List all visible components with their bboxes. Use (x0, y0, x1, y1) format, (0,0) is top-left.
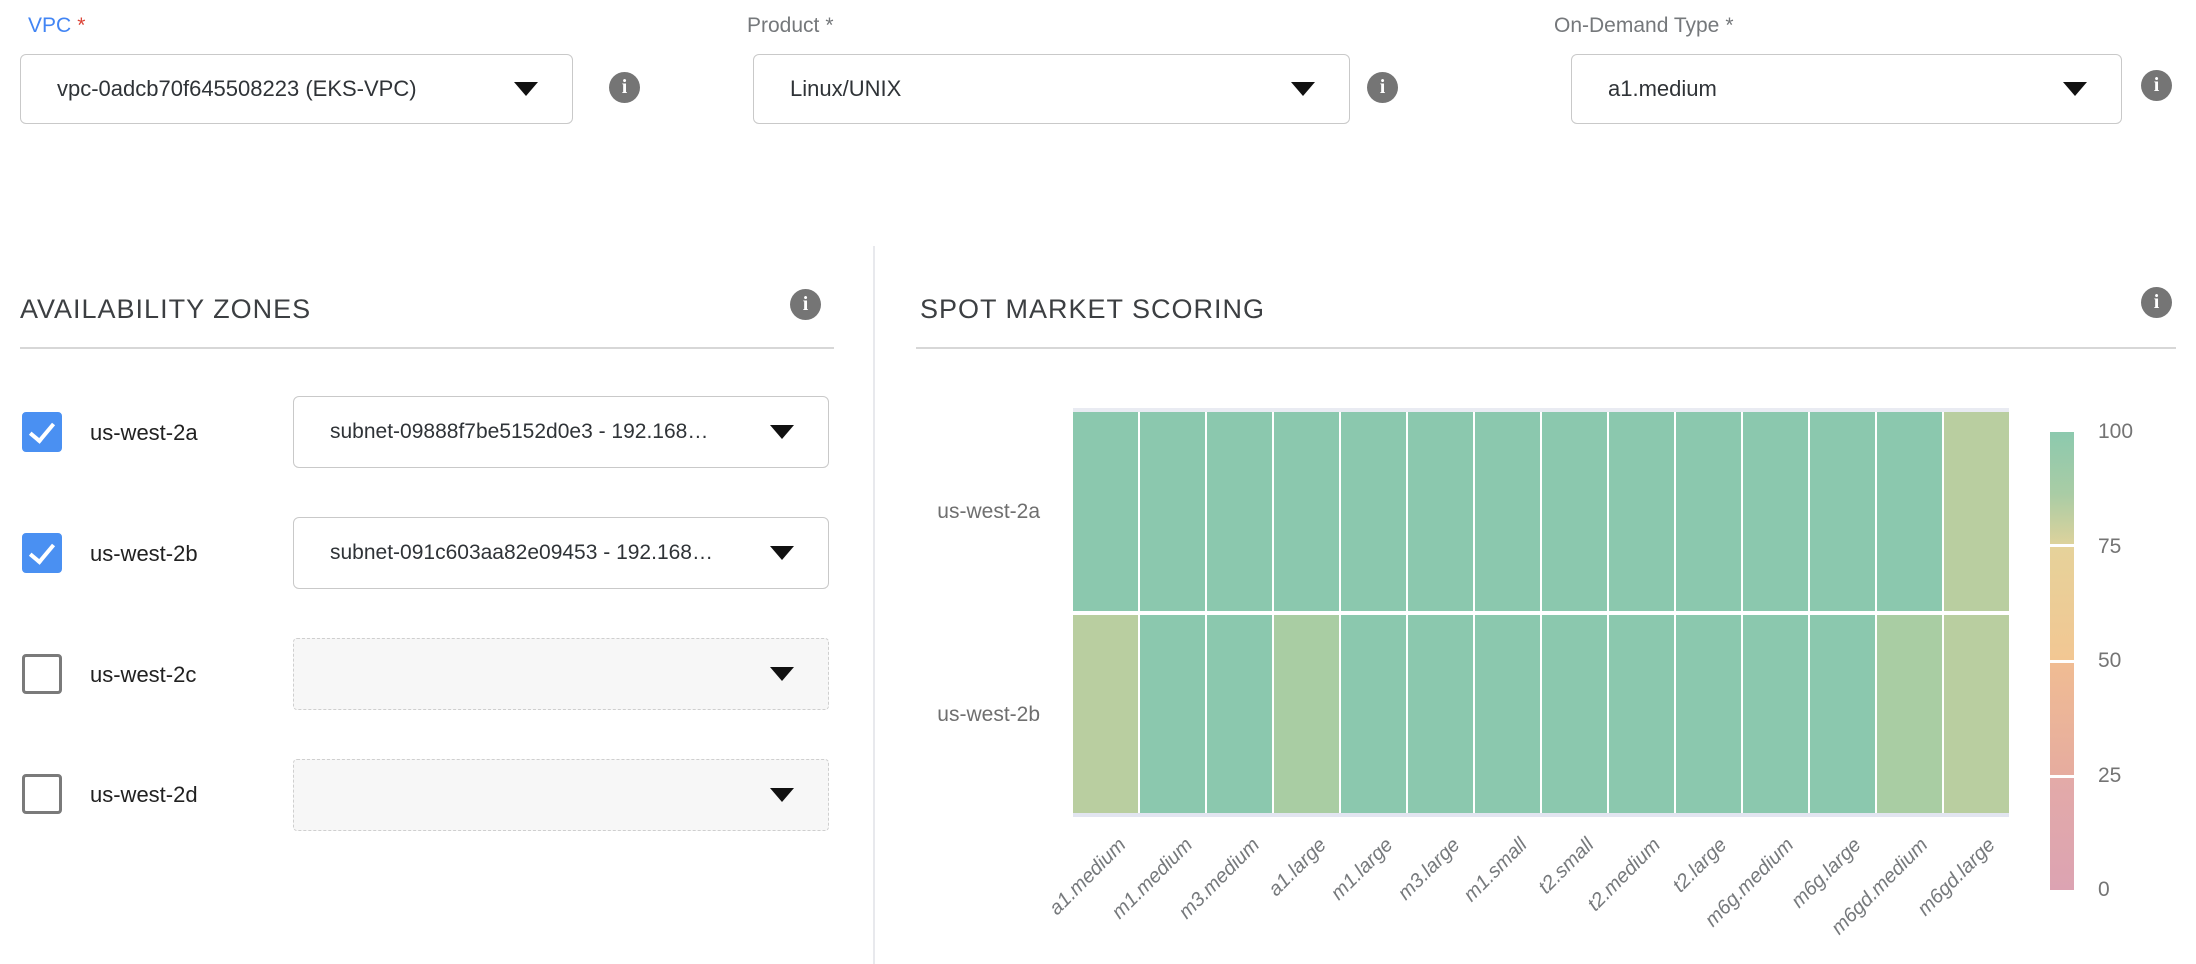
on-demand-type-info-icon[interactable]: i (2141, 70, 2172, 101)
heatmap-x-label-m3.large: m3.large (1394, 834, 1465, 905)
heatmap-cell-us-west-2b-m6gd.medium[interactable] (1877, 615, 1942, 814)
availability-zones-title: AVAILABILITY ZONES (20, 294, 311, 325)
vpc-select-value: vpc-0adcb70f645508223 (EKS-VPC) (21, 76, 514, 102)
colorbar-tick-0: 0 (2098, 878, 2110, 902)
zone-label-us-west-2d: us-west-2d (90, 782, 198, 808)
product-required-mark: * (825, 14, 833, 37)
heatmap-x-label-t2.large: t2.large (1669, 834, 1732, 897)
heatmap-cell-us-west-2b-m3.large[interactable] (1408, 615, 1473, 814)
heatmap-colorbar (2050, 432, 2074, 890)
vpc-label-text: VPC (28, 14, 71, 37)
product-select[interactable]: Linux/UNIX (753, 54, 1350, 124)
colorbar-tick-100: 100 (2098, 420, 2133, 444)
heatmap-cell-us-west-2a-a1.medium[interactable] (1073, 412, 1138, 611)
product-info-icon[interactable]: i (1367, 72, 1398, 103)
subnet-select-us-west-2a[interactable]: subnet-09888f7be5152d0e3 - 192.168… (293, 396, 829, 468)
zone-checkbox-us-west-2c[interactable] (22, 654, 62, 694)
on-demand-type-field-label: On-Demand Type * (1554, 14, 1734, 38)
heatmap-cell-us-west-2b-a1.large[interactable] (1274, 615, 1339, 814)
product-field-label: Product * (747, 14, 834, 38)
zone-checkbox-us-west-2a[interactable] (22, 412, 62, 452)
heatmap-cell-us-west-2a-m1.medium[interactable] (1140, 412, 1205, 611)
colorbar-segment-100-75 (2050, 432, 2074, 544)
availability-zones-info-icon[interactable]: i (790, 289, 821, 320)
heatmap-cell-us-west-2b-m6g.medium[interactable] (1743, 615, 1808, 814)
heatmap-cell-us-west-2b-m1.large[interactable] (1341, 615, 1406, 814)
heatmap-x-label-a1.large: a1.large (1264, 834, 1331, 901)
heatmap-cell-us-west-2a-m3.medium[interactable] (1207, 412, 1272, 611)
vpc-info-icon[interactable]: i (609, 72, 640, 103)
on-demand-type-caret-icon (2063, 82, 2087, 96)
heatmap-cell-us-west-2a-t2.large[interactable] (1676, 412, 1741, 611)
heatmap-cell-us-west-2b-m1.medium[interactable] (1140, 615, 1205, 814)
heatmap-cell-us-west-2b-m3.medium[interactable] (1207, 615, 1272, 814)
subnet-select-us-west-2c[interactable] (293, 638, 829, 710)
subnet-caret-icon-us-west-2d (770, 788, 794, 802)
section-vertical-divider (873, 246, 875, 964)
vpc-caret-icon (514, 82, 538, 96)
heatmap-x-label-t2.small: t2.small (1534, 834, 1599, 899)
product-caret-icon (1291, 82, 1315, 96)
colorbar-tick-75: 75 (2098, 535, 2121, 559)
zone-label-us-west-2b: us-west-2b (90, 541, 198, 567)
heatmap-cell-us-west-2b-t2.medium[interactable] (1609, 615, 1674, 814)
heatmap-row-label-us-west-2a: us-west-2a (850, 500, 1040, 524)
availability-zones-divider (20, 347, 834, 349)
heatmap-cell-us-west-2a-m6gd.large[interactable] (1944, 412, 2009, 611)
on-demand-type-select[interactable]: a1.medium (1571, 54, 2122, 124)
heatmap-cell-us-west-2a-t2.medium[interactable] (1609, 412, 1674, 611)
vpc-required-mark: * (77, 14, 85, 37)
heatmap-cell-us-west-2a-a1.large[interactable] (1274, 412, 1339, 611)
subnet-caret-icon-us-west-2a (770, 425, 794, 439)
heatmap-cell-us-west-2b-m6gd.large[interactable] (1944, 615, 2009, 814)
zone-checkbox-us-west-2b[interactable] (22, 533, 62, 573)
colorbar-segment-25-0 (2050, 778, 2074, 890)
subnet-select-value-us-west-2b: subnet-091c603aa82e09453 - 192.168… (294, 541, 770, 565)
on-demand-type-label-text: On-Demand Type (1554, 14, 1719, 37)
zone-label-us-west-2a: us-west-2a (90, 420, 198, 446)
heatmap-row-label-us-west-2b: us-west-2b (850, 703, 1040, 727)
on-demand-type-select-value: a1.medium (1572, 76, 2063, 102)
heatmap-cell-us-west-2a-m1.large[interactable] (1341, 412, 1406, 611)
heatmap-cell-us-west-2b-t2.small[interactable] (1542, 615, 1607, 814)
heatmap-cell-us-west-2a-m6g.large[interactable] (1810, 412, 1875, 611)
heatmap-cell-us-west-2a-m6gd.medium[interactable] (1877, 412, 1942, 611)
subnet-caret-icon-us-west-2b (770, 546, 794, 560)
vpc-field-label: VPC * (28, 14, 85, 38)
subnet-select-us-west-2d[interactable] (293, 759, 829, 831)
on-demand-type-required-mark: * (1725, 14, 1733, 37)
heatmap-cell-us-west-2b-t2.large[interactable] (1676, 615, 1741, 814)
product-select-value: Linux/UNIX (754, 76, 1291, 102)
heatmap-cell-us-west-2b-a1.medium[interactable] (1073, 615, 1138, 814)
colorbar-tick-25: 25 (2098, 764, 2121, 788)
spot-market-scoring-divider (916, 347, 2176, 349)
colorbar-segment-75-50 (2050, 547, 2074, 659)
heatmap-cell-us-west-2b-m6g.large[interactable] (1810, 615, 1875, 814)
page: { "fields": { "vpc": { "label": "VPC", "… (0, 0, 2196, 964)
heatmap-x-label-m1.small: m1.small (1459, 834, 1532, 907)
heatmap-cell-us-west-2a-t2.small[interactable] (1542, 412, 1607, 611)
spot-market-scoring-info-icon[interactable]: i (2141, 287, 2172, 318)
spot-market-scoring-title: SPOT MARKET SCORING (920, 294, 1265, 325)
colorbar-tick-50: 50 (2098, 649, 2121, 673)
heatmap-cell-us-west-2a-m3.large[interactable] (1408, 412, 1473, 611)
product-label-text: Product (747, 14, 819, 37)
heatmap-x-label-m1.large: m1.large (1327, 834, 1398, 905)
heatmap-cell-us-west-2a-m6g.medium[interactable] (1743, 412, 1808, 611)
subnet-select-us-west-2b[interactable]: subnet-091c603aa82e09453 - 192.168… (293, 517, 829, 589)
heatmap-cell-us-west-2a-m1.small[interactable] (1475, 412, 1540, 611)
vpc-select[interactable]: vpc-0adcb70f645508223 (EKS-VPC) (20, 54, 573, 124)
zone-label-us-west-2c: us-west-2c (90, 662, 196, 688)
subnet-caret-icon-us-west-2c (770, 667, 794, 681)
zone-checkbox-us-west-2d[interactable] (22, 774, 62, 814)
subnet-select-value-us-west-2a: subnet-09888f7be5152d0e3 - 192.168… (294, 420, 770, 444)
heatmap-grid (1073, 408, 2009, 817)
heatmap-cell-us-west-2b-m1.small[interactable] (1475, 615, 1540, 814)
colorbar-segment-50-25 (2050, 663, 2074, 775)
